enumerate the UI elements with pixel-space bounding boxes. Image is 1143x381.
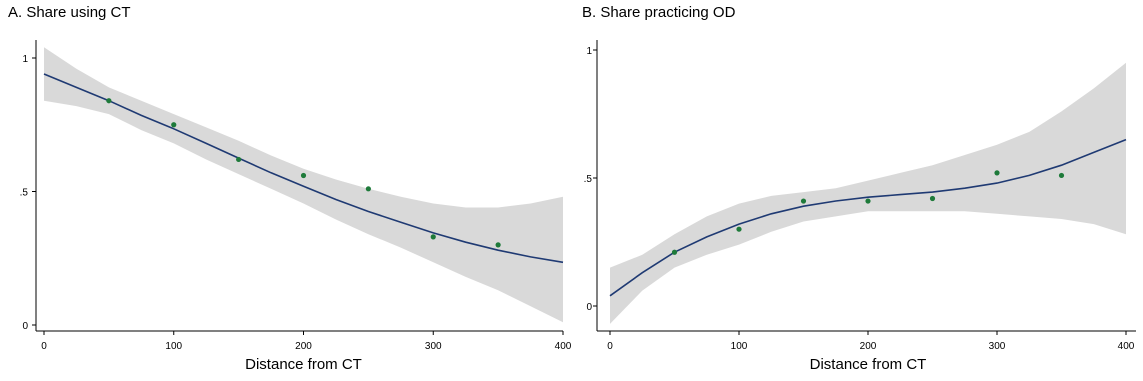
- y-tick-label: 1: [586, 46, 592, 57]
- x-tick-label: 0: [41, 341, 47, 352]
- x-tick-label: 200: [295, 341, 312, 352]
- data-point: [171, 122, 177, 128]
- data-point: [236, 156, 242, 163]
- data-point: [994, 170, 1000, 176]
- data-point: [300, 172, 307, 179]
- chart-a-svg: 0 .5 1 0 100 200 300 400 Distance from CT: [20, 40, 572, 373]
- chart-b-svg: 0 .5 1 0 100 200 300 400 Distance from CT: [584, 40, 1136, 373]
- data-point: [365, 186, 371, 192]
- data-point: [106, 98, 112, 104]
- x-tick-label: 400: [555, 341, 572, 352]
- x-tick-label: 200: [860, 341, 877, 352]
- chart-title: A. Share using CT: [8, 4, 131, 21]
- y-tick-label: 0: [22, 321, 28, 332]
- x-tick-label: 300: [425, 341, 442, 352]
- y-tick-label: 1: [22, 54, 28, 65]
- y-tick-label: .5: [584, 174, 593, 185]
- x-tick-label: 300: [989, 341, 1006, 352]
- data-point: [430, 234, 436, 240]
- data-point: [1058, 172, 1065, 179]
- chart-panel-b: B. Share practicing OD 0 .5 1 0 100 200 300 400…: [570, 0, 1143, 381]
- confidence-band: [610, 62, 1126, 324]
- data-point: [865, 198, 871, 204]
- confidence-band: [44, 47, 563, 323]
- x-tick-label: 100: [165, 341, 182, 352]
- x-tick-label: 400: [1118, 341, 1135, 352]
- data-point: [495, 242, 501, 248]
- x-tick-label: 100: [731, 341, 748, 352]
- chart-title: B. Share practicing OD: [582, 4, 736, 21]
- data-point: [800, 198, 807, 204]
- x-tick-label: 0: [607, 341, 613, 352]
- data-point: [736, 226, 742, 232]
- data-point: [671, 249, 678, 255]
- fitted-line: [609, 138, 1127, 297]
- data-point: [929, 195, 936, 202]
- x-axis-title: Distance from CT: [810, 356, 927, 373]
- chart-panel-a: A. Share using CT 0 .5 1 0 100 200 300 400 Dista…: [0, 0, 572, 381]
- fitted-line: [43, 73, 564, 264]
- y-tick-label: 0: [586, 302, 592, 313]
- x-axis-title: Distance from CT: [245, 356, 362, 373]
- y-tick-label: .5: [20, 188, 29, 199]
